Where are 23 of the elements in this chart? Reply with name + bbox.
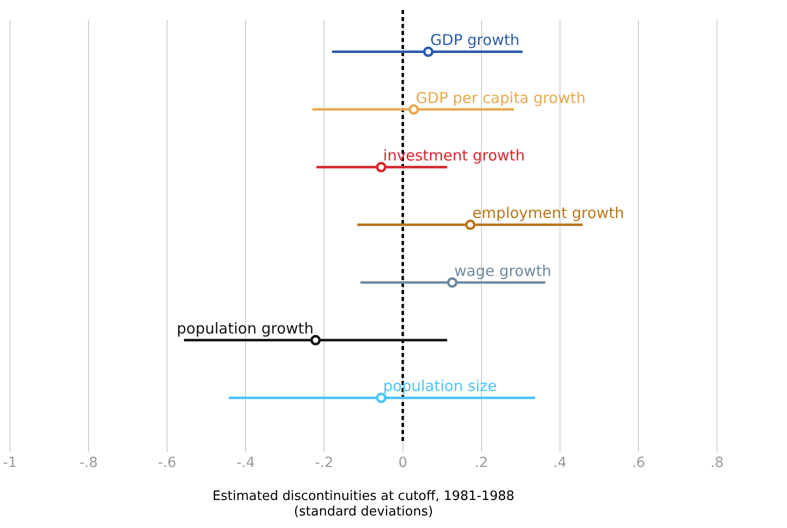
x-tick-label: -.6 [158, 455, 176, 472]
x-tick-label: 0 [398, 455, 408, 472]
series-label: employment growth [472, 204, 624, 222]
point [376, 162, 386, 172]
series-label: GDP growth [430, 31, 520, 50]
point [423, 46, 434, 57]
x-tick-label: .8 [710, 455, 724, 472]
x-tick-label: -.8 [79, 455, 98, 472]
x-tick-label: -.2 [315, 455, 334, 472]
series-label: wage growth [454, 262, 552, 280]
x-tick-label: .6 [632, 455, 646, 472]
series-label: GDP per capita growth [416, 88, 586, 107]
series-label: population size [383, 377, 497, 396]
point [376, 392, 386, 404]
series-label: population growth [176, 320, 314, 338]
x-tick-label: .2 [474, 455, 488, 472]
x-tick-label: -.4 [236, 455, 255, 472]
series-label: investment growth [383, 146, 525, 164]
x-tick-label: .4 [553, 455, 567, 472]
x-tick-label: -1 [2, 455, 17, 472]
x-axis-title: Estimated discontinuities at cutoff, 1981-1988 (standard deviations) [212, 488, 514, 520]
point [408, 104, 420, 115]
point [465, 220, 476, 230]
